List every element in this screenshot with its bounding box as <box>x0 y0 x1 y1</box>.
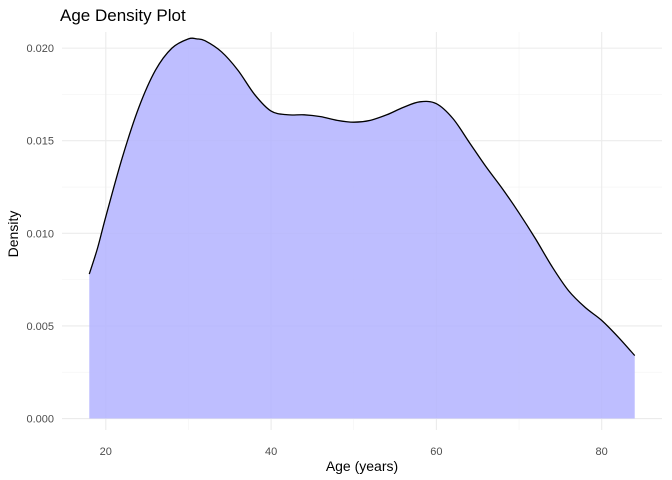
y-axis-title: Density <box>5 211 21 258</box>
y-tick-label: 0.005 <box>26 321 54 333</box>
x-tick-label: 20 <box>100 446 112 458</box>
x-tick-label: 40 <box>265 446 277 458</box>
y-tick-label: 0.020 <box>26 43 54 55</box>
density-line <box>88 37 636 356</box>
x-axis-title: Age (years) <box>326 458 398 474</box>
y-tick-label: 0.010 <box>26 228 54 240</box>
x-tick-labels: 20 40 60 80 <box>100 446 608 458</box>
y-tick-label: 0.015 <box>26 136 54 148</box>
density-area <box>89 38 635 419</box>
x-tick-label: 80 <box>596 446 608 458</box>
chart-title: Age Density Plot <box>60 6 186 25</box>
x-tick-label: 60 <box>430 446 442 458</box>
y-tick-label: 0.000 <box>26 414 54 426</box>
y-tick-labels: 0.000 0.005 0.010 0.015 0.020 <box>26 43 54 425</box>
